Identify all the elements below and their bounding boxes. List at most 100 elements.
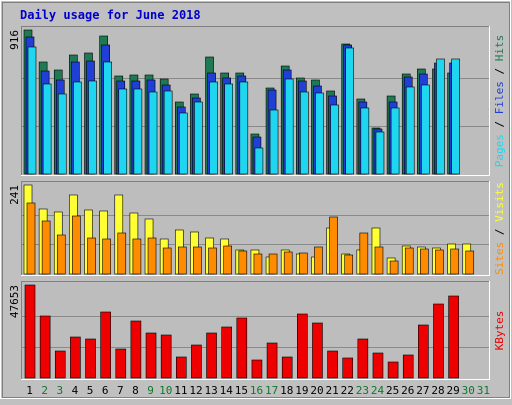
- bar-pages-day-22: [345, 47, 355, 175]
- bar-pages-day-20: [315, 92, 324, 175]
- bar-sites-day-28: [435, 249, 444, 275]
- y-max-label: 241: [8, 185, 21, 205]
- bar-kbytes-day-12: [191, 344, 202, 379]
- x-tick-label-day-29: 29: [447, 384, 460, 397]
- panel-kbytes: 47653 KBytes: [8, 281, 506, 380]
- bar-sites-day-3: [56, 234, 66, 275]
- legend-hits-files-pages: Pages / Files / Hits: [493, 35, 506, 168]
- bar-sites-day-2: [41, 220, 51, 275]
- bar-sites-day-10: [162, 247, 172, 275]
- legend-separator: /: [493, 222, 506, 242]
- bar-sites-day-7: [117, 232, 127, 275]
- x-tick-label-day-11: 11: [174, 384, 187, 397]
- x-tick-label-day-26: 26: [401, 384, 414, 397]
- panel-visits-sites: 241 Sites / Visits: [8, 181, 506, 276]
- bar-pages-day-10: [163, 90, 173, 175]
- x-tick-label-day-16: 16: [250, 384, 263, 397]
- bar-sites-day-19: [299, 252, 308, 275]
- bar-kbytes-day-8: [130, 320, 142, 379]
- y-max-label: 916: [8, 30, 21, 50]
- bar-kbytes-day-6: [100, 311, 111, 379]
- panel-hits-files-pages: 916 Pages / Files / Hits: [8, 26, 506, 176]
- x-tick-label-day-19: 19: [295, 384, 308, 397]
- bar-pages-day-24: [375, 131, 385, 175]
- bar-kbytes-day-14: [221, 326, 232, 379]
- bar-sites-day-17: [268, 253, 278, 275]
- bar-kbytes-day-13: [206, 332, 217, 379]
- bar-pages-day-14: [224, 83, 233, 175]
- x-tick-label-day-20: 20: [310, 384, 323, 397]
- x-tick-label-day-21: 21: [326, 384, 339, 397]
- inner-border: [2, 2, 510, 398]
- bar-kbytes-day-7: [115, 348, 127, 379]
- bar-pages-day-1: [27, 46, 37, 175]
- bar-pages-day-17: [269, 109, 279, 175]
- bar-sites-day-11: [177, 246, 187, 275]
- bar-kbytes-day-5: [85, 338, 96, 379]
- bar-pages-day-3: [57, 93, 67, 175]
- bar-kbytes-day-25: [387, 361, 399, 379]
- x-tick-label-day-27: 27: [416, 384, 429, 397]
- bar-sites-day-6: [102, 238, 111, 275]
- bar-kbytes-day-20: [312, 322, 323, 379]
- x-tick-label-day-30: 30: [462, 384, 475, 397]
- bar-kbytes-day-29: [448, 295, 459, 379]
- bar-sites-day-20: [314, 246, 323, 275]
- bar-kbytes-day-11: [175, 356, 187, 379]
- bar-sites-day-24: [374, 246, 384, 275]
- bar-sites-day-22: [344, 254, 354, 275]
- legend-item-pages: Pages: [493, 134, 506, 167]
- x-tick-label-day-31: 31: [477, 384, 490, 397]
- x-tick-label-day-24: 24: [371, 384, 385, 397]
- chart-title: Daily usage for June 2018: [20, 8, 201, 22]
- bar-kbytes-day-27: [418, 324, 429, 379]
- legend-item-sites: Sites: [493, 242, 506, 275]
- bar-sites-day-4: [72, 215, 81, 275]
- x-tick-label-day-15: 15: [235, 384, 248, 397]
- bar-kbytes-day-2: [39, 315, 51, 379]
- bar-sites-day-15: [238, 250, 248, 275]
- bar-kbytes-day-4: [70, 336, 81, 379]
- x-tick-label-day-18: 18: [280, 384, 293, 397]
- x-tick-label-day-22: 22: [341, 384, 354, 397]
- x-tick-label-day-10: 10: [159, 384, 172, 397]
- legend-item-kbytes: KBytes: [493, 311, 506, 351]
- bar-pages-day-11: [178, 112, 188, 175]
- bar-kbytes-day-9: [145, 332, 157, 379]
- y-max-label: 47653: [8, 285, 21, 318]
- bar-sites-day-1: [26, 202, 36, 275]
- x-tick-label-day-6: 6: [102, 384, 109, 397]
- x-tick-label-day-3: 3: [57, 384, 64, 397]
- bar-kbytes-day-28: [433, 303, 444, 379]
- bar-sites-day-14: [223, 245, 232, 275]
- bar-sites-day-13: [208, 247, 217, 275]
- bar-kbytes-day-15: [236, 317, 248, 379]
- legend-visits-sites: Sites / Visits: [493, 182, 506, 275]
- bar-sites-day-30: [465, 250, 475, 275]
- bar-kbytes-day-22: [342, 357, 354, 379]
- x-tick-label-day-7: 7: [117, 384, 124, 397]
- bar-sites-day-21: [329, 216, 338, 275]
- bar-sites-day-29: [450, 248, 459, 275]
- bar-pages-day-7: [118, 88, 128, 175]
- bar-pages-day-25: [390, 107, 400, 175]
- bar-kbytes-day-26: [402, 354, 414, 379]
- bar-pages-day-2: [42, 83, 52, 175]
- bar-sites-day-8: [132, 238, 142, 275]
- bar-pages-day-28: [436, 58, 445, 175]
- bar-pages-day-4: [73, 81, 82, 175]
- bar-kbytes-day-24: [372, 352, 384, 379]
- bar-kbytes-day-3: [54, 350, 66, 379]
- x-tick-label-day-2: 2: [41, 384, 48, 397]
- bar-kbytes-day-10: [160, 334, 172, 379]
- legend-kbytes: KBytes: [493, 311, 506, 351]
- bar-pages-day-26: [405, 86, 415, 175]
- legend-item-files: Files: [493, 81, 506, 114]
- bar-sites-day-18: [283, 251, 293, 275]
- bar-sites-day-26: [404, 247, 414, 275]
- bar-pages-day-23: [360, 107, 370, 175]
- bar-pages-day-5: [88, 80, 97, 175]
- x-tick-label-day-13: 13: [204, 384, 217, 397]
